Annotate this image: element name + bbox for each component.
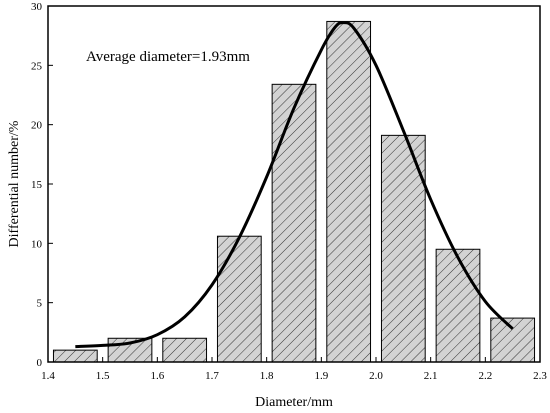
x-tick-label: 1.7 [205,370,219,382]
y-axis-label: Differential number/% [7,120,22,247]
x-tick-label: 1.8 [260,370,274,382]
x-tick-label: 1.9 [314,370,328,382]
y-tick-label: 0 [37,357,43,369]
x-tick-label: 1.4 [41,370,55,382]
x-tick-label: 2.0 [369,370,383,382]
y-tick-label: 30 [31,1,43,13]
bar-5 [326,20,372,363]
bar-3 [216,235,262,363]
y-tick-label: 10 [31,238,43,250]
x-tick-label: 2.3 [533,370,547,382]
bar-2 [162,337,208,363]
average-diameter-annotation: Average diameter=1.93mm [86,49,250,65]
y-tick-label: 25 [31,60,43,72]
x-axis-label: Diameter/mm [255,395,333,410]
x-tick-label: 1.6 [150,370,164,382]
y-tick-label: 15 [31,179,43,191]
y-tick-label: 5 [37,298,43,310]
fit-curve [75,21,514,349]
bar-6 [380,134,426,363]
bar-7 [435,248,481,363]
bar-8 [490,317,536,363]
x-tick-label: 2.1 [424,370,438,382]
x-tick-label: 2.2 [478,370,492,382]
bar-0 [52,349,98,363]
y-tick-label: 20 [31,120,43,132]
ticks-layer: 1.4 1.5 1.6 1.7 1.8 1.9 2.0 2.1 2.2 2.3 0 5 10 15 20 25… [31,1,547,382]
x-tick-label: 1.5 [96,370,110,382]
bars-layer [52,20,536,363]
bar-4 [271,83,317,363]
